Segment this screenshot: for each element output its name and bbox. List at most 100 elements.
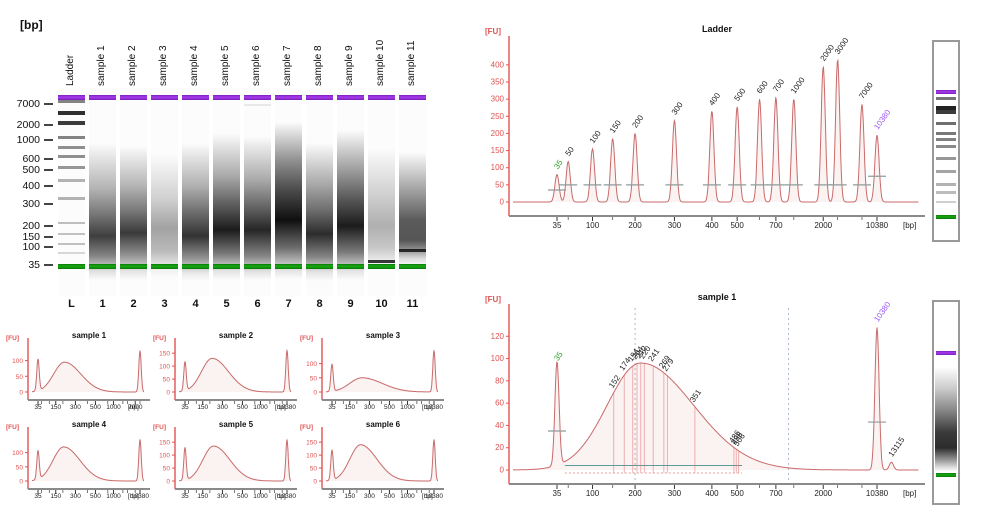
gel-band [58, 146, 85, 149]
curve-fill [326, 350, 438, 392]
gel-axis-value: 300 [22, 198, 40, 210]
x-tick-label: 300 [217, 493, 228, 500]
x-axis-unit: [bp] [422, 493, 433, 500]
gel-lane-title: sample 4 [189, 45, 200, 86]
y-tick-label: 60 [495, 399, 504, 408]
x-tick-label: 35 [181, 493, 189, 500]
x-tick-label: 500 [730, 221, 744, 230]
peak-label: 35 [552, 350, 565, 363]
y-tick-label: 0 [313, 479, 317, 486]
gel-lane-title: sample 10 [375, 39, 386, 86]
chart-title: sample 3 [366, 331, 401, 340]
gel-lane-number: 3 [161, 298, 168, 310]
peak-label: 3000 [833, 36, 851, 56]
lower-marker-band [182, 264, 209, 269]
upper-marker-band [58, 95, 85, 100]
gel-band [58, 155, 85, 158]
gel-axis-tick-150: 150 [6, 231, 54, 243]
peak-label: 50 [563, 145, 576, 158]
gel-lane-title: Ladder [65, 54, 76, 86]
x-tick-label: 200 [628, 489, 642, 498]
x-tick-label: 500 [90, 404, 101, 411]
y-tick-label: 50 [495, 180, 504, 189]
chart-title: Ladder [702, 24, 733, 34]
s4-small-svg: sample 4 [FU] 0 50 100 35 150 300 500 1000 10380[b… [6, 420, 150, 500]
gel-axis-value: 35 [28, 259, 40, 271]
gel-bp-unit-label: [bp] [20, 18, 43, 32]
curve-fill [32, 439, 144, 481]
gel-lane-title: sample 6 [251, 45, 262, 86]
y-tick-label: 150 [491, 146, 505, 155]
curve-fill [179, 350, 291, 392]
x-axis-unit: [bp] [903, 221, 916, 230]
y-tick-label: 150 [306, 440, 317, 447]
curve-fill [326, 440, 438, 481]
x-tick-label: 300 [217, 404, 228, 411]
gel-lane-number: L [68, 298, 75, 310]
strip-band [936, 183, 956, 187]
lower-marker-band [213, 264, 240, 269]
x-tick-label: 35 [181, 404, 189, 411]
gel-axis-tick-2000: 2000 [6, 119, 54, 131]
upper-marker-band [936, 89, 956, 94]
x-tick-label: 1000 [400, 404, 415, 411]
y-tick-label: 100 [306, 453, 317, 460]
peak-label: 300 [670, 100, 685, 117]
chart-title: sample 6 [366, 420, 401, 429]
x-axis-unit: [bp] [128, 404, 139, 411]
gel-lane-L: Ladder L [56, 4, 87, 328]
peak-label: 1000 [789, 75, 807, 95]
y-tick-label: 350 [491, 78, 505, 87]
s1-small-svg: sample 1 [FU] 0 50 100 35 150 300 500 1000 7000[bp… [6, 331, 150, 411]
gel-axis-dash [44, 169, 53, 171]
x-tick-label: 7000 [128, 404, 143, 411]
gel-lane-column [120, 88, 147, 296]
y-tick-label: 100 [306, 361, 317, 368]
curve [179, 438, 292, 482]
y-tick-label: 100 [491, 163, 505, 172]
gel-lane-column [337, 88, 364, 296]
x-tick-label: 400 [705, 221, 719, 230]
y-tick-label: 50 [16, 374, 24, 381]
gel-axis-dash [44, 103, 53, 105]
gel-lane-number: 6 [254, 298, 261, 310]
x-tick-label: 10380 [278, 404, 296, 411]
gel-lane-7: sample 7 7 [273, 4, 304, 328]
gel-axis-dash [44, 139, 53, 141]
gel-axis-dash [44, 225, 53, 227]
curve-fill [513, 327, 919, 470]
y-tick-label: 0 [19, 479, 23, 486]
gel-band [58, 233, 85, 235]
peak-label: 13115 [887, 435, 907, 458]
upper-marker-band [275, 95, 302, 100]
y-tick-label: 50 [310, 375, 318, 382]
x-tick-label: 10380 [425, 493, 443, 500]
lower-marker-band [58, 264, 85, 269]
s5-small-svg: sample 5 [FU] 0 50 100 150 35 150 300 500 1000 1038… [153, 420, 297, 500]
upper-marker-band [89, 95, 116, 100]
x-tick-label: 500 [384, 493, 395, 500]
peak-label: 35 [552, 158, 565, 171]
y-axis-unit: [FU] [485, 295, 501, 304]
gel-lane-number: 2 [130, 298, 137, 310]
lower-marker-band [275, 264, 302, 269]
x-tick-label: 10380 [131, 493, 149, 500]
y-tick-label: 300 [491, 95, 505, 104]
y-axis-unit: [FU] [300, 424, 313, 431]
lower-marker-band [244, 264, 271, 269]
gel-lane-number: 1 [99, 298, 106, 310]
x-tick-label: 100 [586, 489, 600, 498]
gel-band [58, 136, 85, 139]
x-axis-unit: [bp] [422, 404, 433, 411]
lower-marker-band [306, 264, 333, 269]
x-tick-label: 1000 [106, 404, 121, 411]
s3-small-panel: sample 3 [FU] 0 50 100 35 150 300 500 1000 10380 [b… [298, 330, 448, 418]
chart-title: sample 1 [72, 331, 107, 340]
gel-axis-tick-100: 100 [6, 241, 54, 253]
gel-axis-value: 600 [22, 153, 40, 165]
gel-lane-1: sample 1 1 [87, 4, 118, 328]
gel-lane-title: sample 7 [282, 45, 293, 86]
gel-axis-tick-7000: 7000 [6, 98, 54, 110]
x-tick-label: 200 [628, 221, 642, 230]
